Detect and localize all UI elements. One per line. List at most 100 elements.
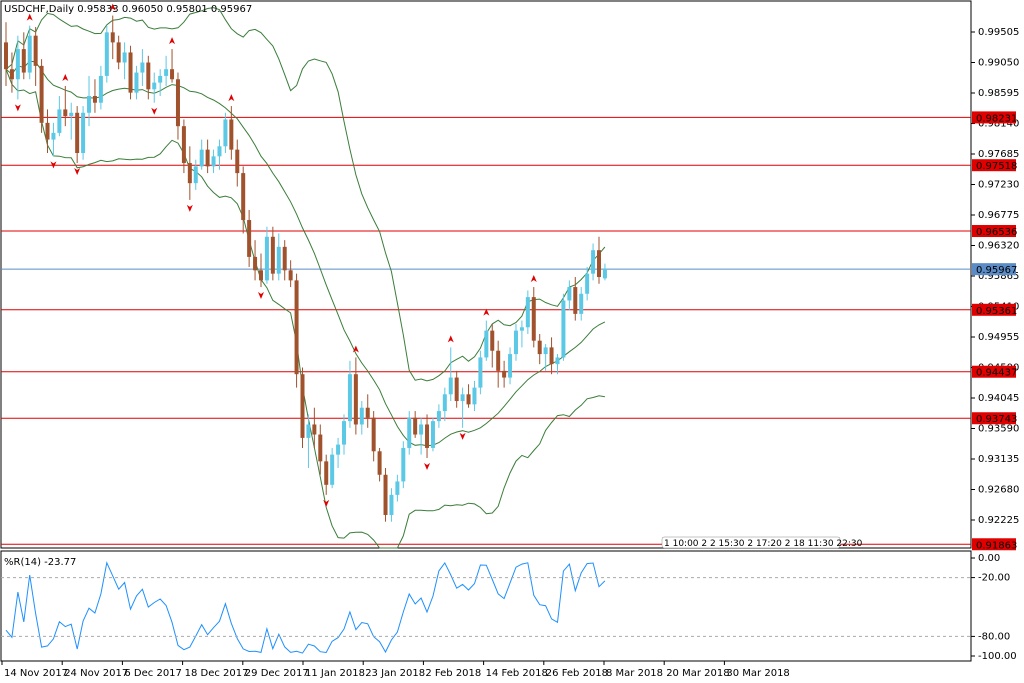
price-tick-label: 0.99505 bbox=[978, 27, 1019, 38]
candle-body bbox=[460, 394, 465, 402]
date-tick-label: 24 Nov 2017 bbox=[64, 668, 128, 679]
candle-body bbox=[377, 451, 382, 475]
date-tick-label: 29 Dec 2017 bbox=[245, 668, 309, 679]
fractal-up-icon bbox=[169, 37, 176, 45]
indicator-frame bbox=[0, 550, 972, 662]
candle-body bbox=[175, 79, 180, 127]
candle-body bbox=[21, 49, 26, 73]
date-tick-label: 30 Mar 2018 bbox=[726, 668, 789, 679]
candle-body bbox=[419, 424, 424, 435]
level-label: 0.94437 bbox=[976, 368, 1017, 379]
fractal-up-icon bbox=[483, 308, 490, 316]
candle-body bbox=[282, 246, 287, 271]
candle-body bbox=[87, 96, 92, 113]
candle-body bbox=[9, 69, 14, 80]
fractal-up-icon bbox=[530, 275, 537, 283]
fractal-down-icon bbox=[459, 432, 466, 440]
fractal-up-icon bbox=[109, 3, 116, 11]
candle-body bbox=[288, 270, 293, 281]
candle-body bbox=[407, 417, 412, 448]
candle-body bbox=[152, 82, 157, 90]
candle-body bbox=[347, 374, 352, 422]
band-lower bbox=[5, 69, 605, 549]
candle-body bbox=[395, 481, 400, 495]
main-chart-frame bbox=[0, 0, 972, 549]
candle-body bbox=[181, 126, 186, 164]
candle-body bbox=[164, 69, 169, 76]
candle-body bbox=[235, 149, 240, 174]
candle-body bbox=[513, 330, 518, 355]
candle-body bbox=[229, 119, 234, 150]
svg-text:1 10:00 2 2 15:30 2 17:20 2 18: 1 10:00 2 2 15:30 2 17:20 2 18 11:30 22:… bbox=[664, 539, 863, 549]
candle-body bbox=[51, 132, 56, 140]
candle-body bbox=[81, 112, 86, 153]
level-labels: 0.98231 0.97518 0.96536 0.95361 0.94437 0.937… bbox=[972, 111, 1017, 551]
fractal-up-icon bbox=[62, 73, 69, 81]
indicator-tick-label: -100.00 bbox=[978, 651, 1017, 662]
candle-body bbox=[537, 340, 542, 355]
level-label-bg bbox=[972, 159, 1016, 172]
candle-body bbox=[116, 42, 121, 63]
candle-body bbox=[436, 411, 441, 422]
candle-body bbox=[454, 377, 459, 402]
price-tick-label: 0.96320 bbox=[978, 241, 1019, 252]
candle-body bbox=[531, 297, 536, 341]
candle-body bbox=[39, 65, 44, 123]
candle-body bbox=[519, 327, 524, 331]
candle-body bbox=[45, 122, 50, 140]
level-label: 0.93743 bbox=[976, 414, 1017, 425]
candle-body bbox=[63, 109, 68, 117]
candle-body bbox=[567, 287, 572, 301]
candle-body bbox=[561, 300, 566, 358]
fractal-down-icon bbox=[14, 104, 21, 112]
level-label: 0.98231 bbox=[976, 113, 1017, 124]
candle-body bbox=[448, 377, 453, 395]
bollinger-bands bbox=[5, 7, 606, 549]
candle-body bbox=[75, 112, 80, 153]
candle-body bbox=[490, 330, 495, 351]
candle-body bbox=[413, 417, 418, 435]
candle-body bbox=[478, 357, 483, 388]
level-label-bg bbox=[972, 303, 1016, 316]
candle-body bbox=[602, 268, 607, 279]
candle-body bbox=[549, 347, 554, 365]
candle-body bbox=[555, 357, 560, 365]
candle-body bbox=[92, 96, 97, 103]
date-tick-label: 20 Mar 2018 bbox=[666, 668, 729, 679]
chart-title: USDCHF,Daily 0.95833 0.96050 0.95801 0.9… bbox=[4, 4, 252, 15]
date-tick-label: 6 Dec 2017 bbox=[124, 668, 182, 679]
price-tick-label: 0.98140 bbox=[978, 119, 1019, 130]
candle-body bbox=[294, 280, 299, 375]
candle-body bbox=[585, 273, 590, 294]
candle-body bbox=[300, 374, 305, 438]
price-tick-label: 0.94955 bbox=[978, 332, 1019, 343]
current-price-label: 0.95967 bbox=[976, 265, 1017, 276]
candle-body bbox=[4, 42, 8, 70]
fractal-up-icon bbox=[26, 13, 33, 21]
price-tick-label: 0.97230 bbox=[978, 180, 1019, 191]
candle-body bbox=[365, 407, 370, 418]
level-label: 0.97518 bbox=[976, 161, 1017, 172]
candle-body bbox=[146, 62, 151, 90]
candle-body bbox=[389, 494, 394, 515]
candle-body bbox=[258, 270, 263, 281]
candle-body bbox=[401, 447, 406, 482]
band-middle bbox=[5, 60, 606, 447]
band-upper bbox=[5, 7, 606, 382]
current-price-bg bbox=[972, 263, 1016, 276]
date-tick-label: 11 Jan 2018 bbox=[305, 668, 365, 679]
price-tick-label: 0.93590 bbox=[978, 424, 1019, 435]
indicator-tick-label: 0.00 bbox=[978, 553, 1000, 564]
level-label: 0.95361 bbox=[976, 306, 1017, 317]
price-axis: 0.99505 0.99050 0.98595 0.98140 0.97685 0.972… bbox=[971, 27, 1019, 526]
candle-body bbox=[312, 424, 317, 435]
date-tick-label: 8 Mar 2018 bbox=[606, 668, 663, 679]
price-tick-label: 0.94045 bbox=[978, 393, 1019, 404]
date-tick-label: 18 Dec 2017 bbox=[185, 668, 249, 679]
candle-body bbox=[69, 112, 74, 117]
candle-body bbox=[359, 407, 364, 425]
candle-body bbox=[199, 149, 204, 167]
